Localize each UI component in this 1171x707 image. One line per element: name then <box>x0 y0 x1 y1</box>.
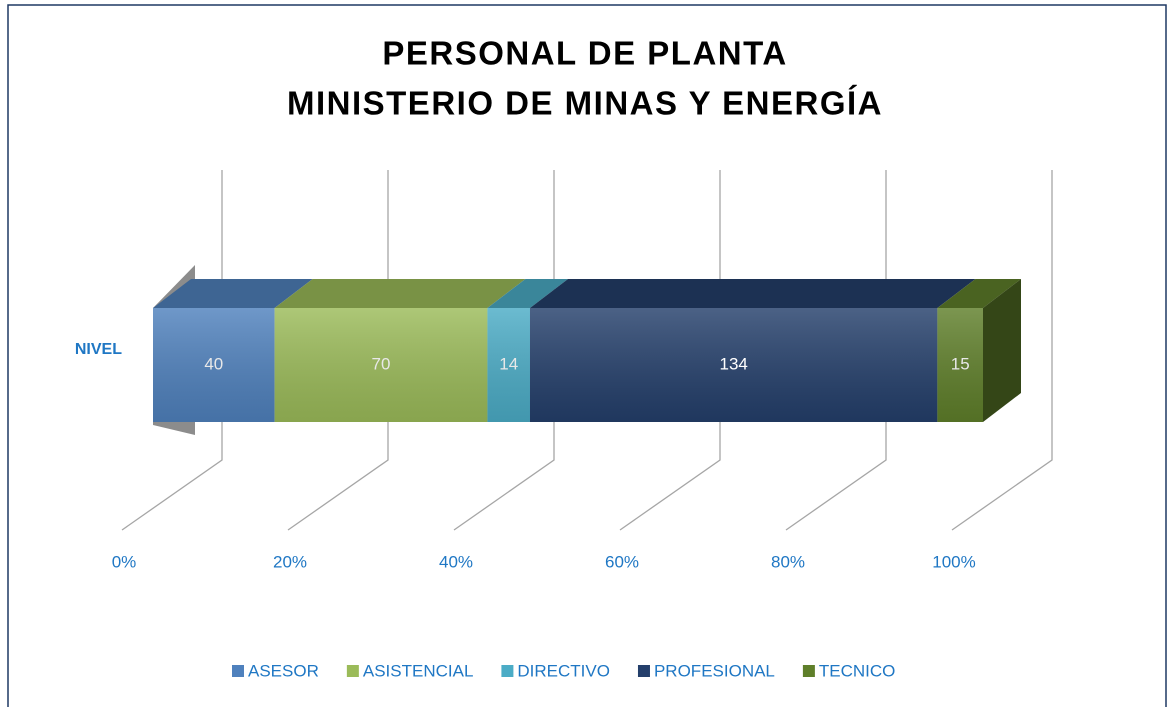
bar-shade <box>937 308 983 422</box>
bar-shade <box>487 308 530 422</box>
data-label: 14 <box>499 354 518 373</box>
grid-line <box>619 170 721 531</box>
legend-label: DIRECTIVO <box>517 661 610 680</box>
grid-line <box>287 170 389 531</box>
bar-top <box>529 279 976 308</box>
data-label: 134 <box>720 354 748 373</box>
chart-title: MINISTERIO DE MINAS Y ENERGÍA <box>287 85 883 122</box>
chart-title: PERSONAL DE PLANTA <box>382 35 787 72</box>
bar-top <box>937 279 1021 308</box>
data-label: 15 <box>951 354 970 373</box>
legend-swatch <box>232 665 244 677</box>
x-tick-label: 80% <box>771 552 805 571</box>
legend-swatch <box>346 665 359 677</box>
x-tick-label: 20% <box>273 552 307 571</box>
legend-label: TECNICO <box>819 661 896 680</box>
bar-top <box>274 279 526 308</box>
grid-line <box>453 170 555 531</box>
legend-label: ASESOR <box>248 661 319 680</box>
bar-shade <box>274 308 488 422</box>
legend-label: PROFESIONAL <box>654 661 775 680</box>
legend-swatch <box>501 665 514 677</box>
data-label: 40 <box>204 354 223 373</box>
legend-label: ASISTENCIAL <box>363 661 474 680</box>
bar-shade <box>529 308 938 422</box>
bar-top <box>153 279 313 308</box>
grid-line <box>951 170 1053 531</box>
category-label: NIVEL <box>75 341 122 358</box>
bar-side <box>983 279 1021 422</box>
bar-shade <box>153 308 275 422</box>
legend-swatch <box>637 665 650 677</box>
grid-line <box>121 170 223 531</box>
frame <box>7 4 1167 707</box>
grid-line <box>785 170 887 531</box>
legend-swatch <box>802 665 815 677</box>
x-tick-label: 0% <box>112 552 137 571</box>
x-tick-label: 40% <box>439 552 473 571</box>
bar-top <box>487 279 568 308</box>
x-tick-label: 100% <box>932 552 975 571</box>
x-tick-label: 60% <box>605 552 639 571</box>
data-label: 70 <box>372 354 391 373</box>
